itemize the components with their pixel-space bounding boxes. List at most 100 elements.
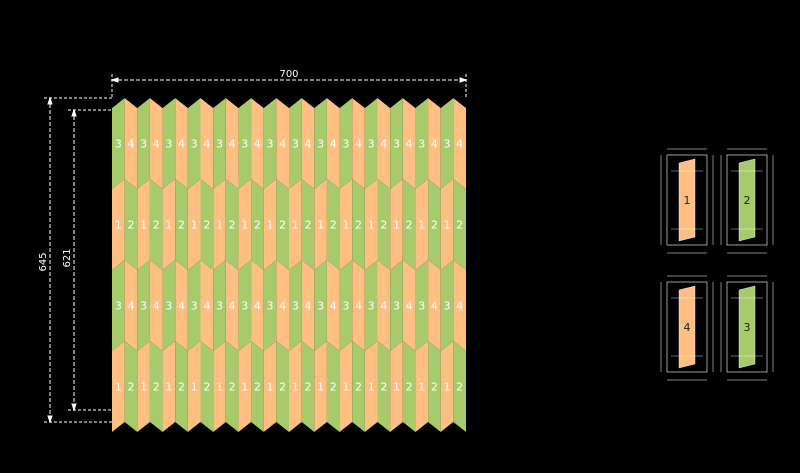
tile-label: 2 bbox=[153, 219, 160, 232]
tile-label: 1 bbox=[115, 381, 122, 394]
tile-label: 3 bbox=[267, 300, 274, 313]
tile-piece bbox=[326, 341, 340, 432]
tile-piece bbox=[352, 98, 365, 189]
tile-label: 3 bbox=[444, 300, 451, 313]
piece-frame bbox=[726, 154, 768, 246]
tile-piece bbox=[112, 179, 125, 270]
tile-piece bbox=[225, 98, 239, 189]
tile-piece bbox=[402, 341, 416, 432]
tile-label: 1 bbox=[267, 381, 274, 394]
tile-piece bbox=[453, 341, 466, 432]
tile-label: 3 bbox=[368, 300, 375, 313]
tile-piece bbox=[263, 98, 277, 189]
tile-piece bbox=[276, 98, 289, 189]
tile-piece bbox=[137, 179, 150, 270]
tile-label: 3 bbox=[317, 138, 324, 151]
tile-label: 1 bbox=[191, 381, 198, 394]
tile-piece bbox=[364, 341, 378, 432]
edge-notch bbox=[175, 98, 188, 108]
edge-notch bbox=[339, 98, 353, 108]
tile-piece bbox=[289, 179, 302, 270]
tile-piece bbox=[326, 179, 340, 270]
tile-piece bbox=[213, 179, 226, 270]
tile-label: 2 bbox=[431, 381, 438, 394]
tile-piece bbox=[175, 98, 188, 189]
tile-label: 1 bbox=[115, 219, 122, 232]
tile-piece bbox=[200, 98, 214, 189]
tile-piece bbox=[390, 98, 403, 189]
tile-label: 4 bbox=[330, 300, 337, 313]
edge-notch bbox=[162, 98, 176, 108]
tile-piece bbox=[187, 260, 201, 351]
tile-label: 3 bbox=[342, 300, 349, 313]
tile-label: 2 bbox=[127, 219, 134, 232]
piece-frame bbox=[726, 281, 768, 373]
tile-label: 4 bbox=[279, 138, 286, 151]
edge-notch bbox=[251, 98, 264, 108]
tile-label: 3 bbox=[292, 138, 299, 151]
piece-detail-4: 4 bbox=[660, 275, 714, 381]
tile-piece bbox=[390, 341, 403, 432]
piece-shape bbox=[678, 285, 696, 369]
tile-piece bbox=[149, 179, 163, 270]
edge-notch bbox=[377, 98, 391, 108]
tile-label: 2 bbox=[406, 381, 413, 394]
tile-label: 1 bbox=[241, 381, 248, 394]
dimension-width bbox=[110, 74, 468, 98]
tile-label: 1 bbox=[393, 219, 400, 232]
tile-label: 4 bbox=[254, 300, 261, 313]
tile-label: 4 bbox=[406, 138, 413, 151]
tile-label: 3 bbox=[165, 300, 172, 313]
tile-piece bbox=[200, 341, 214, 432]
tile-label: 1 bbox=[216, 219, 223, 232]
tile-label: 3 bbox=[444, 138, 451, 151]
tile-label: 3 bbox=[115, 300, 122, 313]
tile-piece bbox=[276, 341, 289, 432]
tile-piece bbox=[289, 260, 302, 351]
tile-label: 2 bbox=[153, 381, 160, 394]
tile-label: 4 bbox=[254, 138, 261, 151]
tile-label: 4 bbox=[355, 300, 362, 313]
dimension-overall-height bbox=[44, 96, 112, 424]
tile-piece bbox=[377, 98, 391, 189]
tile-label: 1 bbox=[342, 381, 349, 394]
tile-label: 4 bbox=[229, 300, 236, 313]
edge-notch bbox=[124, 98, 138, 108]
tile-piece bbox=[149, 98, 163, 189]
tile-piece bbox=[225, 260, 239, 351]
tile-piece bbox=[453, 179, 466, 270]
tile-label: 2 bbox=[456, 381, 463, 394]
tile-label: 3 bbox=[418, 300, 425, 313]
tile-piece bbox=[162, 260, 176, 351]
tile-piece bbox=[251, 98, 264, 189]
tile-piece bbox=[137, 341, 150, 432]
tile-piece bbox=[124, 179, 138, 270]
edge-notch bbox=[390, 98, 403, 108]
tile-piece bbox=[314, 260, 327, 351]
tile-label: 1 bbox=[191, 219, 198, 232]
tile-label: 4 bbox=[203, 138, 210, 151]
tile-label: 1 bbox=[368, 219, 375, 232]
tile-label: 2 bbox=[254, 219, 261, 232]
tile-piece bbox=[364, 98, 378, 189]
tile-piece bbox=[352, 341, 365, 432]
tile-label: 3 bbox=[241, 138, 248, 151]
tile-label: 2 bbox=[254, 381, 261, 394]
tile-label: 2 bbox=[127, 381, 134, 394]
tile-piece bbox=[440, 179, 454, 270]
tile-piece bbox=[238, 98, 252, 189]
tile-label: 3 bbox=[191, 300, 198, 313]
tile-piece bbox=[364, 179, 378, 270]
piece-frame bbox=[666, 154, 708, 246]
tile-pattern: 3 1 3 1 4 2 4 2 3 1 3 1 4 2 4 2 3 1 3 1 4 2 4 2 3 1 3 1 4 2 4 2 3 1 3 1 4 2 4 2… bbox=[112, 98, 466, 432]
edge-notch bbox=[225, 98, 239, 108]
tile-piece bbox=[289, 341, 302, 432]
piece-shape bbox=[738, 285, 756, 369]
tile-piece bbox=[301, 260, 315, 351]
tile-piece bbox=[124, 260, 138, 351]
piece-detail-1: 1 bbox=[660, 148, 714, 254]
tile-label: 1 bbox=[292, 219, 299, 232]
tile-label: 1 bbox=[393, 381, 400, 394]
tile-piece bbox=[263, 341, 277, 432]
